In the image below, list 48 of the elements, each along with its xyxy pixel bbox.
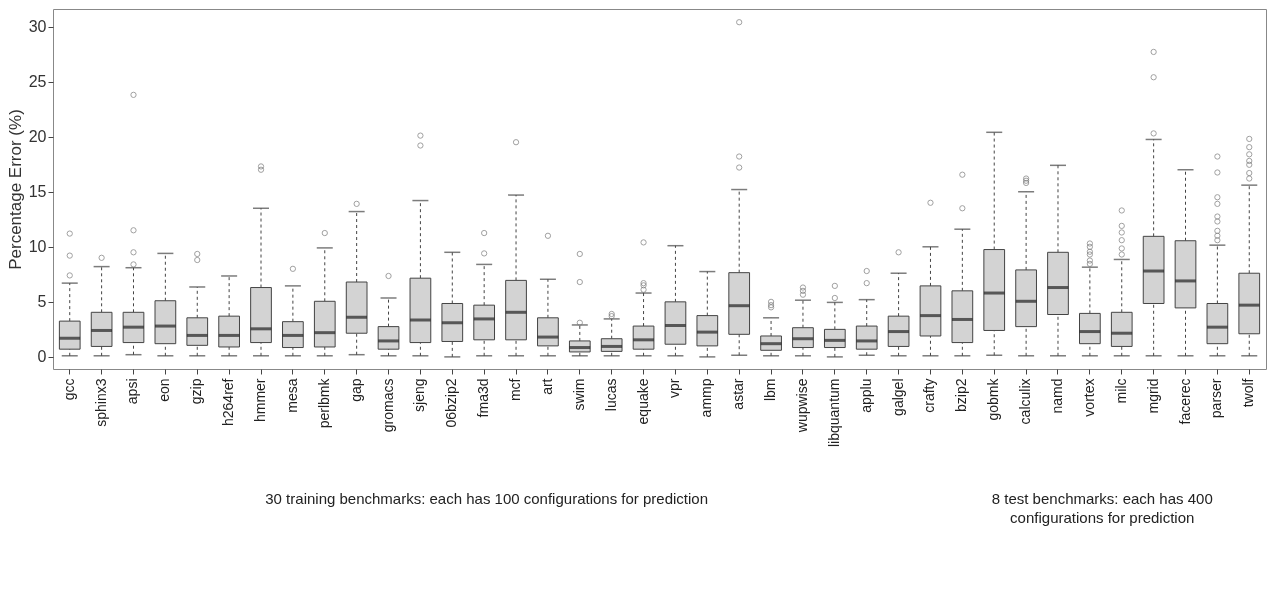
y-tick-label: 25 (28, 73, 47, 91)
x-tick-label: eon (156, 378, 173, 402)
x-tick-label: vpr (666, 378, 683, 398)
x-tick-label: parser (1208, 378, 1225, 419)
x-tick-label: gap (347, 378, 364, 402)
y-tick-label: 10 (28, 238, 47, 256)
x-tick-label: calculix (1017, 378, 1034, 425)
x-tick-label: astar (730, 378, 747, 410)
x-tick-label: gromacs (379, 378, 396, 433)
x-tick-label: crafty (921, 378, 938, 413)
x-tick-label: facerec (1176, 378, 1193, 425)
y-tick-label: 20 (28, 128, 47, 146)
x-tick-label: bzip2 (953, 378, 970, 412)
x-tick-label: gcc (60, 378, 77, 401)
x-tick-label: h264ref (220, 378, 237, 426)
x-tick-label: fma3d (475, 378, 492, 418)
x-tick-label: wupwise (793, 378, 810, 434)
x-tick-label: hmmer (252, 378, 269, 423)
text: 30 training benchmarks: each has 100 configurations for prediction (265, 490, 709, 508)
y-tick-label: 30 (28, 18, 47, 36)
x-tick-label: ammp (698, 378, 715, 418)
x-tick-label: applu (857, 378, 874, 413)
x-tick-label: milc (1112, 378, 1129, 404)
x-tick-label: 06bzip2 (443, 378, 460, 428)
y-tick-label: 15 (28, 183, 47, 201)
text: 8 test benchmarks: each has 400 configurations for prediction (991, 490, 1213, 527)
y-tick-label: 5 (37, 293, 47, 311)
y-tick-label: 0 (37, 348, 47, 366)
x-tick-label: mesa (283, 378, 300, 413)
x-tick-label: sjeng (411, 378, 428, 412)
x-tick-label: perlbmk (315, 377, 332, 429)
x-tick-label: twolf (1240, 378, 1257, 408)
x-tick-label: sphinx3 (92, 378, 109, 427)
x-tick-label: swim (570, 378, 587, 411)
x-tick-label: art (538, 378, 555, 395)
x-tick-label: equake (634, 378, 651, 425)
x-tick-label: galgel (889, 378, 906, 416)
x-tick-label: vortex (1080, 378, 1097, 417)
x-tick-label: lucas (602, 378, 619, 412)
y-axis-title: Percentage Error (%) (5, 109, 25, 270)
x-tick-label: apsi (124, 378, 141, 405)
x-tick-label: mgrid (1144, 378, 1161, 414)
x-tick-label: lbm (762, 378, 779, 402)
x-tick-label: gzip (188, 378, 205, 405)
x-tick-label: namd (1048, 378, 1065, 414)
x-tick-label: mcf (507, 378, 524, 402)
x-tick-label: libquantum (825, 378, 842, 447)
x-tick-label: gobmk (985, 377, 1002, 421)
